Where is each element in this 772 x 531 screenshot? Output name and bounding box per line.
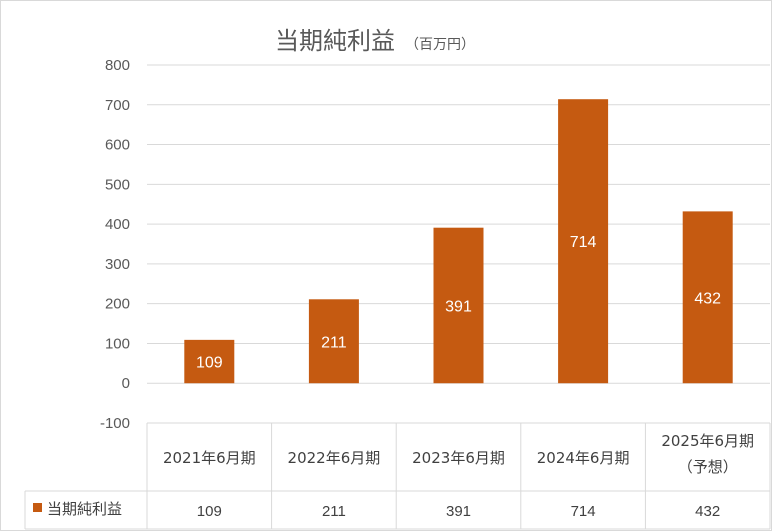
y-tick-label: 100 — [105, 335, 130, 352]
bar — [308, 299, 359, 384]
y-axis: 800 700 600 500 400 300 200 100 0 -100 — [100, 57, 130, 432]
y-tick-label: 800 — [105, 57, 130, 74]
x-category-label: 2025年6月期 — [661, 432, 754, 450]
bar — [433, 227, 484, 384]
table-value-cell: 432 — [695, 503, 720, 520]
y-tick-label: 400 — [105, 216, 130, 233]
table-value-cell: 211 — [322, 503, 346, 520]
bar — [682, 211, 733, 384]
bar — [184, 339, 235, 384]
bar-data-label: 211 — [321, 334, 347, 351]
bar-data-label: 432 — [694, 290, 721, 307]
y-tick-label: -100 — [100, 415, 130, 432]
table-value-cell: 391 — [446, 503, 471, 520]
y-tick-label: 700 — [105, 97, 130, 114]
table-value-cell: 714 — [571, 503, 596, 520]
chart-title: 当期純利益 （百万円） — [275, 27, 475, 55]
y-tick-label: 600 — [105, 137, 130, 154]
x-category-label: 2021年6月期 — [163, 449, 256, 467]
y-tick-label: 200 — [105, 296, 130, 313]
chart-title-unit: （百万円） — [405, 37, 475, 53]
table-value-cell: 109 — [197, 503, 222, 520]
legend-series-label: 当期純利益 — [47, 500, 122, 518]
chart-title-main: 当期純利益 — [275, 27, 395, 55]
x-category-note: （予想） — [678, 458, 738, 476]
bar-series: 109 211 391 714 432 — [184, 99, 733, 384]
y-tick-label: 300 — [105, 256, 130, 273]
y-tick-label: 500 — [105, 176, 130, 193]
data-table: 2021年6月期 109 2022年6月期 211 2023年6月期 391 2024年6月… — [24, 422, 771, 530]
bar-data-label: 109 — [196, 355, 223, 372]
x-category-label: 2023年6月期 — [412, 449, 505, 467]
x-category-label: 2022年6月期 — [288, 449, 381, 467]
bar — [558, 99, 609, 384]
y-tick-label: 0 — [122, 375, 130, 392]
bar-data-label: 391 — [445, 298, 472, 315]
x-category-label: 2024年6月期 — [537, 449, 630, 467]
legend-swatch — [33, 503, 42, 512]
bar-data-label: 714 — [570, 234, 597, 251]
